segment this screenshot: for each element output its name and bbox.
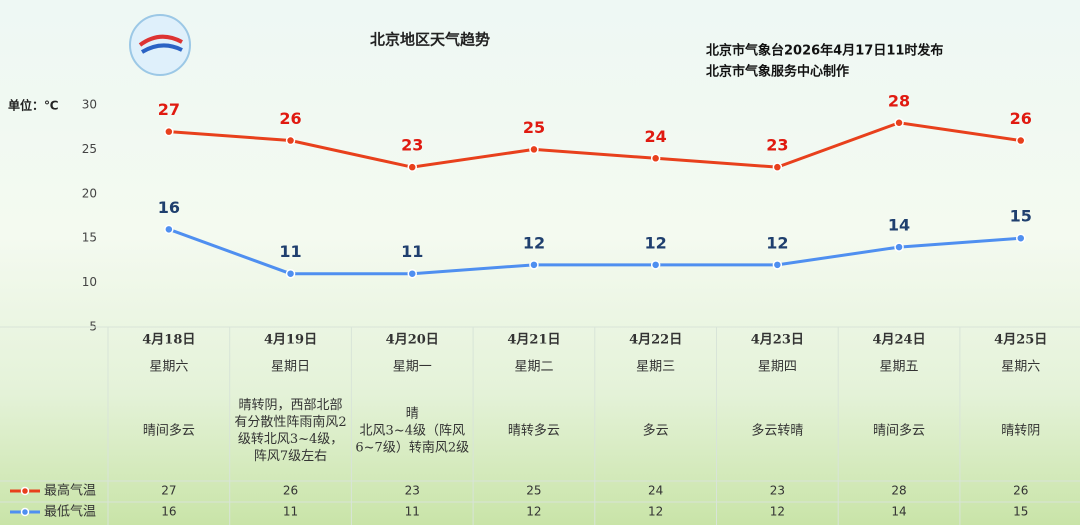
point — [772, 162, 783, 172]
point — [164, 224, 174, 235]
logo — [129, 14, 191, 76]
data-label: 26 — [279, 109, 301, 128]
series-line — [168, 121, 1021, 169]
data-label: 12 — [766, 233, 788, 252]
data-label: 14 — [888, 216, 910, 235]
weather: 晴转多云 — [507, 423, 560, 439]
weather: 晴转阴，西部北部有分散性阵雨南风2级转北风3~4级，阵风7级左右 — [234, 398, 347, 464]
point — [650, 153, 661, 164]
weekday: 星期六 — [1001, 360, 1040, 375]
y-tick-label: 30 — [82, 98, 97, 112]
data-label: 28 — [888, 91, 910, 110]
data-label: 12 — [523, 233, 545, 252]
table-value: 15 — [1013, 505, 1028, 519]
table-value: 14 — [891, 505, 906, 519]
data-label: 24 — [645, 127, 667, 146]
x-tick-label: 4月23日 — [751, 333, 804, 348]
point — [772, 260, 783, 270]
table-value: 26 — [1013, 484, 1028, 498]
chart-title: 北京地区天气趋势 — [370, 31, 490, 49]
point — [407, 162, 417, 172]
x-tick-label: 4月24日 — [872, 333, 925, 348]
table-value: 11 — [405, 505, 420, 519]
point — [650, 260, 661, 270]
table-value: 27 — [161, 484, 176, 498]
x-tick-label: 4月22日 — [629, 333, 682, 348]
data-label: 23 — [766, 136, 788, 155]
legend-label: 最高气温 — [44, 483, 96, 499]
weather: 晴 北风3~4级（阵风6~7级）转南风2级 — [355, 406, 470, 456]
table-value: 12 — [526, 505, 541, 519]
weekday: 星期五 — [880, 360, 919, 375]
data-label: 11 — [279, 242, 301, 261]
weekday: 星期四 — [758, 360, 797, 375]
point — [164, 126, 174, 137]
weather: 晴间多云 — [142, 423, 195, 439]
data-label: 26 — [1010, 109, 1032, 128]
data-label: 27 — [158, 100, 180, 119]
y-tick-label: 15 — [82, 231, 97, 245]
table-value: 11 — [283, 505, 298, 519]
weather: 晴间多云 — [873, 423, 926, 439]
weather: 晴转阴 — [1001, 423, 1041, 439]
table-value: 12 — [648, 505, 663, 519]
weekday: 星期三 — [636, 360, 675, 375]
y-axis-label: 单位：℃ — [8, 98, 59, 113]
data-label: 16 — [158, 198, 180, 217]
point — [285, 135, 296, 146]
point — [285, 268, 296, 279]
table-value: 12 — [770, 505, 785, 519]
y-tick-label: 10 — [82, 275, 97, 289]
source: 北京市气象台2026年4月17日11时发布 — [706, 43, 943, 59]
point — [894, 242, 904, 252]
data-label: 11 — [401, 242, 423, 261]
table-value: 23 — [770, 484, 785, 498]
data-label: 25 — [523, 118, 545, 137]
x-tick-label: 4月21日 — [507, 333, 560, 348]
legend-marker — [20, 507, 30, 517]
weather: 多云 — [642, 423, 669, 439]
point — [894, 118, 904, 128]
point — [407, 268, 417, 279]
table-value: 24 — [648, 484, 663, 498]
weekday: 星期一 — [393, 360, 432, 375]
data-label: 15 — [1010, 207, 1032, 226]
legend-marker — [20, 486, 30, 496]
table-value: 16 — [161, 505, 176, 519]
table-value: 25 — [526, 484, 541, 498]
weekday: 星期日 — [271, 360, 310, 375]
table-value: 23 — [405, 484, 420, 498]
y-tick-label: 25 — [82, 142, 97, 156]
series-line — [168, 227, 1021, 276]
legend-label: 最低气温 — [44, 504, 96, 520]
x-tick-label: 4月20日 — [386, 333, 439, 348]
point — [1016, 233, 1026, 243]
table-value: 26 — [283, 484, 298, 498]
point — [529, 260, 539, 270]
x-tick-label: 4月25日 — [994, 333, 1047, 348]
source: 北京市气象服务中心制作 — [706, 64, 849, 80]
point — [529, 144, 539, 155]
table-value: 28 — [891, 484, 906, 498]
x-tick-label: 4月19日 — [264, 333, 317, 348]
point — [1016, 135, 1026, 146]
weekday: 星期六 — [149, 360, 188, 375]
weekday: 星期二 — [514, 360, 553, 375]
data-label: 12 — [645, 233, 667, 252]
weather: 多云转晴 — [751, 423, 804, 439]
data-label: 23 — [401, 136, 423, 155]
y-tick-label: 20 — [82, 186, 97, 200]
x-tick-label: 4月18日 — [142, 333, 195, 348]
